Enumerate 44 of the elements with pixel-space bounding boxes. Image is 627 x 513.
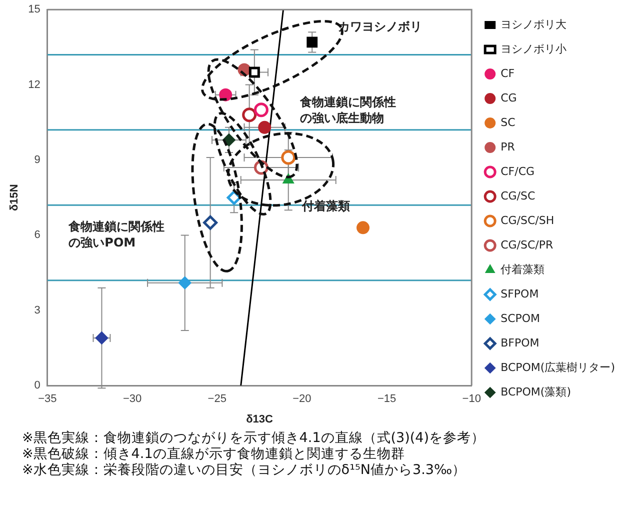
point [254, 102, 268, 118]
point [306, 36, 318, 48]
y-tick-label: 15 [28, 4, 40, 16]
legend-label: SCPOM [500, 312, 540, 325]
legend-label: BFPOM [500, 336, 540, 350]
legend-label: CG/SC/SH [500, 214, 554, 227]
legend-label: CF [500, 66, 515, 80]
y-tick-label: 9 [34, 154, 40, 166]
legend-label: ヨシノボリ小 [500, 42, 567, 56]
x-tick-label: −30 [122, 393, 142, 406]
point [242, 108, 257, 122]
legend-label: PR [500, 140, 516, 154]
point [356, 221, 370, 234]
x-tick-label: −15 [377, 393, 396, 406]
legend-label: CG [500, 91, 517, 104]
legend-label: BCPOM(藻類) [500, 385, 572, 398]
y-tick-label: 3 [34, 304, 40, 316]
point [203, 215, 218, 230]
y-tick-label: 6 [34, 229, 40, 242]
text: ※黒色実線：食物連鎖のつながりを示す傾き4.1の直線（式(3)(4)を参考） [22, 430, 486, 446]
legend-label: CG/SC/PR [500, 238, 554, 252]
legend-label: SC [500, 116, 516, 129]
annotation: 食物連鎖に関係性の強い底生動物 [298, 95, 396, 126]
x-tick-label: −20 [292, 393, 312, 406]
text: ※黒色破線：傾き4.1の直線が示す食物連鎖と関連する生物群 [22, 446, 406, 462]
y-axis-title: δ15N [8, 184, 21, 212]
x-axis-title: δ13C [246, 413, 273, 426]
x-tick-label: −10 [462, 393, 481, 406]
text: ※水色実線：栄養段階の違いの目安（ヨシノボリのδ¹⁵N値から3.3‰） [22, 462, 468, 478]
annotation: 食物連鎖に関係性の強いPOM [68, 219, 165, 250]
point [178, 276, 192, 290]
legend-label: BCPOM(広葉樹リター) [500, 360, 616, 374]
legend-label: CF/CG [500, 164, 535, 178]
point [248, 66, 260, 78]
legend-label: ヨシノボリ大 [500, 18, 567, 31]
y-tick-label: 0 [34, 380, 40, 392]
x-tick-label: −35 [38, 393, 57, 406]
point [95, 331, 108, 344]
x-tick-label: −25 [208, 393, 226, 406]
legend-label: 付着藻類 [500, 262, 545, 276]
y-tick-label: 12 [28, 78, 40, 91]
legend-label: SFPOM [500, 287, 539, 300]
legend-label: CG/SC [500, 189, 536, 202]
point [258, 120, 272, 134]
